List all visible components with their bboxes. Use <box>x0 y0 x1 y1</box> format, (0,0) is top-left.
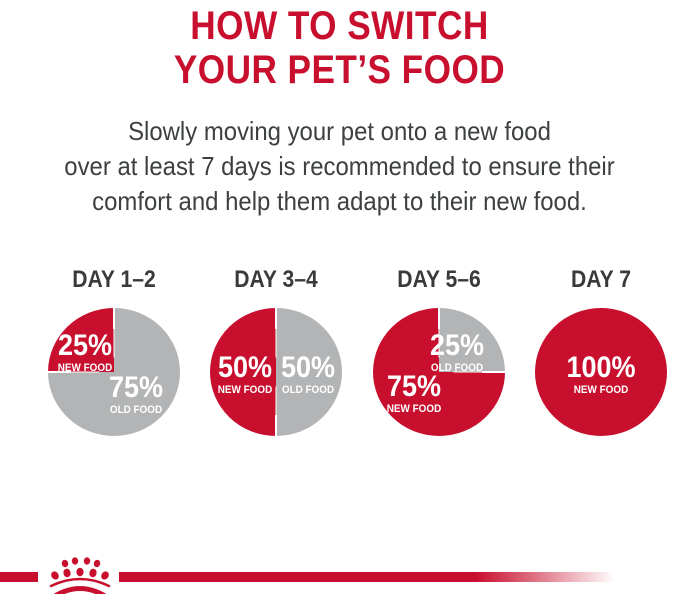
royal-canin-crown-logo-icon <box>49 557 111 594</box>
old-food-slice-label: 50% OLD FOOD <box>280 350 336 397</box>
intro-line-3: comfort and help them adapt to their new… <box>92 186 587 216</box>
old-food-slice-label: 25% OLD FOOD <box>430 328 485 375</box>
new-food-slice-label: 75% NEW FOOD <box>386 369 441 416</box>
footer-stripe-right <box>119 572 615 582</box>
chart-day-7: DAY 7 100% NEW FOOD <box>526 268 676 436</box>
new-food-caption: NEW FOOD <box>217 383 272 396</box>
old-food-slice-label: 75% OLD FOOD <box>109 373 163 417</box>
intro-line-2: over at least 7 days is recommended to e… <box>64 151 615 181</box>
new-food-slice-label: 100% NEW FOOD <box>566 350 636 397</box>
day-3-4-pie: 50% NEW FOOD 50% OLD FOOD <box>210 308 343 436</box>
chart-day-5-6: DAY 5–6 25% OLD FOOD 75% NEW FOOD <box>364 268 514 436</box>
title-line-2: YOUR PET’S FOOD <box>173 48 506 92</box>
new-food-caption: NEW FOOD <box>573 383 629 396</box>
old-food-caption: OLD FOOD <box>110 404 163 417</box>
daily-ration-charts: DAY 1–2 25% NEW FOOD 75% OLD FOOD DAY 3–… <box>39 268 676 436</box>
day-3-4-label: DAY 3–4 <box>234 266 319 293</box>
new-food-caption: NEW FOOD <box>386 402 441 415</box>
day-1-2-label: DAY 1–2 <box>72 266 156 293</box>
new-food-caption: NEW FOOD <box>57 361 113 374</box>
day-5-6-label: DAY 5–6 <box>396 266 481 293</box>
day-7-pie: 100% NEW FOOD <box>534 308 667 436</box>
old-food-percent: 25% <box>430 328 485 362</box>
day-1-2-pie: 25% NEW FOOD 75% OLD FOOD <box>48 308 180 436</box>
new-food-percent: 50% <box>217 350 272 384</box>
chart-day-3-4: DAY 3–4 50% NEW FOOD 50% OLD FOOD <box>201 268 351 436</box>
day-7-label: DAY 7 <box>571 266 631 293</box>
chart-day-1-2: DAY 1–2 25% NEW FOOD 75% OLD FOOD <box>39 268 189 436</box>
new-food-percent: 100% <box>566 350 636 384</box>
footer-stripe-left <box>0 572 38 582</box>
title-line-1: HOW TO SWITCH <box>190 4 489 48</box>
new-food-slice-label: 25% NEW FOOD <box>57 328 113 375</box>
day-5-6-pie: 25% OLD FOOD 75% NEW FOOD <box>372 308 505 436</box>
old-food-caption: OLD FOOD <box>430 361 484 374</box>
new-food-slice-label: 50% NEW FOOD <box>217 350 272 397</box>
new-food-percent: 75% <box>386 369 441 403</box>
old-food-caption: OLD FOOD <box>281 383 335 396</box>
new-food-percent: 25% <box>57 328 112 362</box>
page-title: HOW TO SWITCH YOUR PET’S FOOD <box>41 4 639 92</box>
old-food-percent: 50% <box>280 350 336 384</box>
intro-paragraph: Slowly moving your pet onto a new food o… <box>27 114 652 219</box>
old-food-percent: 75% <box>109 371 164 405</box>
intro-line-1: Slowly moving your pet onto a new food <box>128 116 551 146</box>
